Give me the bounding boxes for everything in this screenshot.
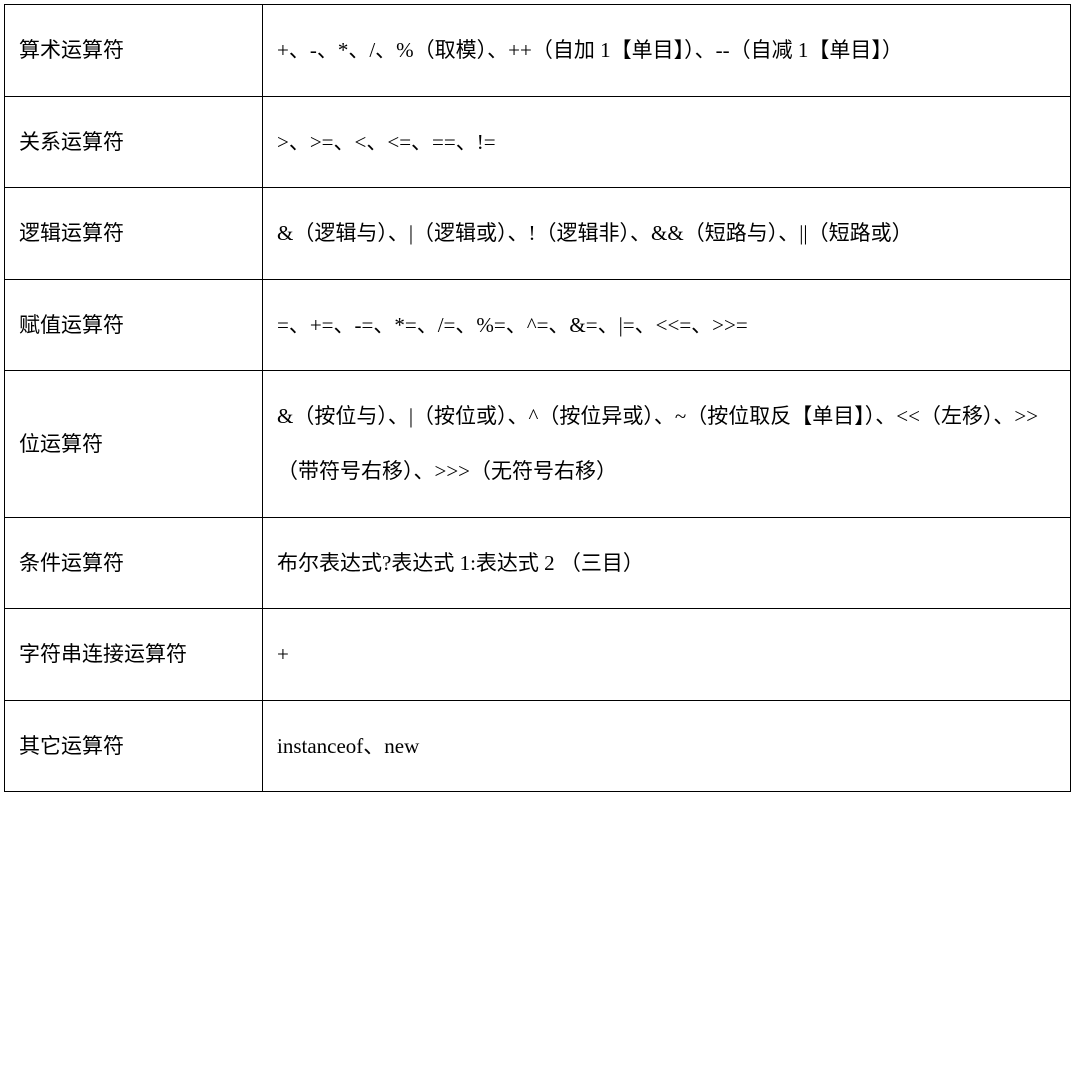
table-row: 赋值运算符 =、+=、-=、*=、/=、%=、^=、&=、|=、<<=、>>= (5, 279, 1071, 371)
category-cell: 逻辑运算符 (5, 188, 263, 280)
category-cell: 关系运算符 (5, 96, 263, 188)
category-cell: 算术运算符 (5, 5, 263, 97)
table-row: 算术运算符 +、-、*、/、%（取模）、++（自加 1【单目】）、--（自减 1… (5, 5, 1071, 97)
operators-cell: 布尔表达式?表达式 1:表达式 2 （三目） (263, 517, 1071, 609)
operators-cell: instanceof、new (263, 700, 1071, 792)
operators-cell: =、+=、-=、*=、/=、%=、^=、&=、|=、<<=、>>= (263, 279, 1071, 371)
category-cell: 位运算符 (5, 371, 263, 517)
operators-cell: >、>=、<、<=、==、!= (263, 96, 1071, 188)
table-body: 算术运算符 +、-、*、/、%（取模）、++（自加 1【单目】）、--（自减 1… (5, 5, 1071, 792)
operators-cell: &（逻辑与）、|（逻辑或）、!（逻辑非）、&&（短路与）、||（短路或） (263, 188, 1071, 280)
category-cell: 其它运算符 (5, 700, 263, 792)
category-cell: 字符串连接运算符 (5, 609, 263, 701)
table-row: 字符串连接运算符 + (5, 609, 1071, 701)
category-cell: 条件运算符 (5, 517, 263, 609)
category-cell: 赋值运算符 (5, 279, 263, 371)
table-row: 逻辑运算符 &（逻辑与）、|（逻辑或）、!（逻辑非）、&&（短路与）、||（短路… (5, 188, 1071, 280)
table-row: 关系运算符 >、>=、<、<=、==、!= (5, 96, 1071, 188)
table-row: 位运算符 &（按位与）、|（按位或）、^（按位异或）、~（按位取反【单目】）、<… (5, 371, 1071, 517)
operators-cell: &（按位与）、|（按位或）、^（按位异或）、~（按位取反【单目】）、<<（左移）… (263, 371, 1071, 517)
table-row: 其它运算符 instanceof、new (5, 700, 1071, 792)
operators-cell: + (263, 609, 1071, 701)
table-row: 条件运算符 布尔表达式?表达式 1:表达式 2 （三目） (5, 517, 1071, 609)
operators-table: 算术运算符 +、-、*、/、%（取模）、++（自加 1【单目】）、--（自减 1… (4, 4, 1071, 792)
operators-cell: +、-、*、/、%（取模）、++（自加 1【单目】）、--（自减 1【单目】） (263, 5, 1071, 97)
